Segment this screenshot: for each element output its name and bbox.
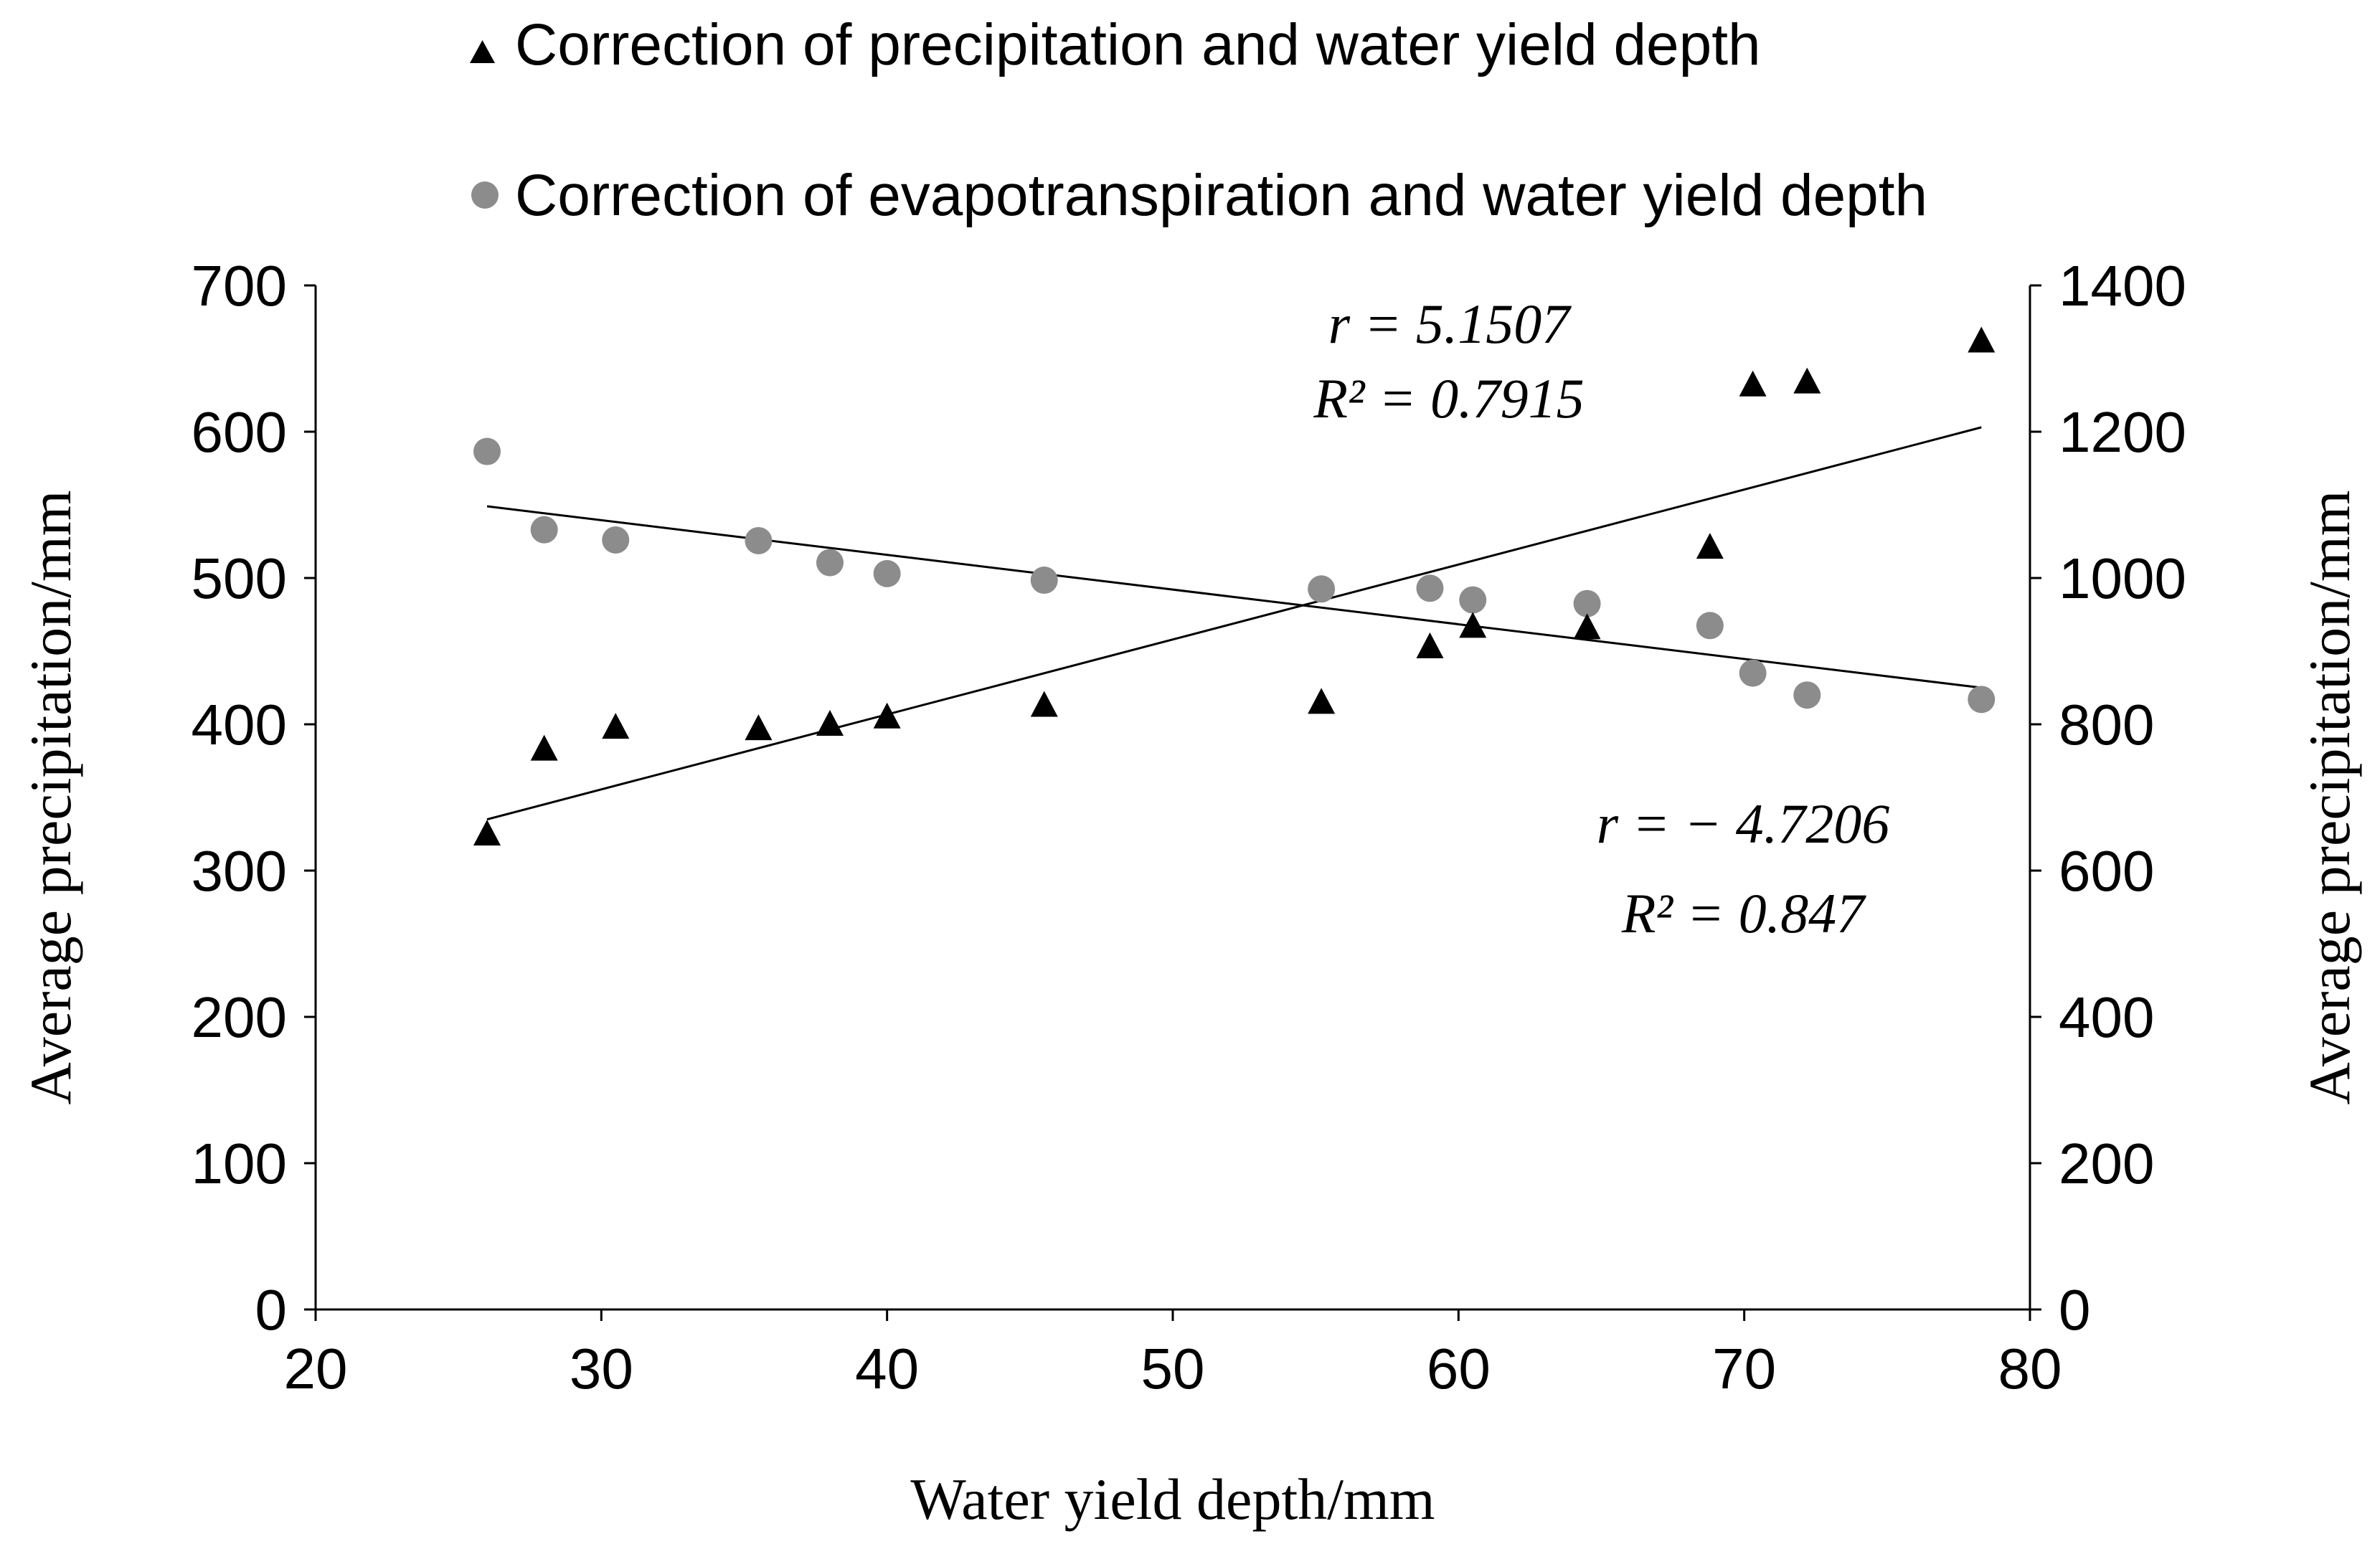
right-y-tick-label: 200 bbox=[2059, 1132, 2154, 1195]
x-tick-label: 30 bbox=[570, 1337, 633, 1401]
legend-label-evapotranspiration: Correction of evapotranspiration and wat… bbox=[515, 163, 1927, 228]
evapotranspiration-point bbox=[530, 516, 558, 544]
precipitation-point bbox=[1459, 612, 1487, 638]
series-evapotranspiration-points bbox=[473, 437, 1996, 714]
evapotranspiration-point bbox=[1459, 586, 1487, 614]
precipitation-point bbox=[602, 713, 630, 739]
evapotranspiration-point bbox=[873, 559, 901, 587]
right-y-tick-label: 1200 bbox=[2059, 400, 2186, 464]
evapotranspiration-point bbox=[745, 526, 773, 554]
precipitation-point bbox=[1696, 533, 1724, 559]
left-y-tick-label: 300 bbox=[192, 839, 287, 903]
evapotranspiration-point bbox=[1793, 681, 1821, 709]
annotation-precip-r: r = 5.1507 bbox=[1328, 293, 1572, 355]
annotation-evap-r2: R² = 0.847 bbox=[1621, 882, 1866, 944]
left-y-tick-label: 100 bbox=[192, 1132, 287, 1195]
precipitation-point bbox=[1968, 326, 1996, 353]
precipitation-point bbox=[1793, 367, 1821, 394]
annotation-precip-r2: R² = 0.7915 bbox=[1313, 367, 1584, 430]
trendline-evapotranspiration bbox=[486, 505, 1982, 689]
right-y-tick-label: 800 bbox=[2059, 693, 2154, 757]
left-y-tick-label: 400 bbox=[192, 693, 287, 757]
right-y-tick-label: 0 bbox=[2059, 1278, 2091, 1342]
legend-label-precipitation: Correction of precipitation and water yi… bbox=[515, 12, 1761, 77]
x-tick-label: 20 bbox=[284, 1337, 348, 1401]
x-tick-label: 40 bbox=[855, 1337, 919, 1401]
precipitation-point bbox=[816, 710, 844, 736]
right-y-tick-label: 1400 bbox=[2059, 254, 2186, 318]
precipitation-point bbox=[873, 702, 901, 729]
annotation-evap-r: r = − 4.7206 bbox=[1597, 792, 1890, 855]
evapotranspiration-point bbox=[816, 549, 844, 577]
legend-circle-marker bbox=[471, 181, 499, 209]
x-tick-label: 70 bbox=[1712, 1337, 1776, 1401]
evapotranspiration-point bbox=[1416, 574, 1444, 602]
evapotranspiration-point bbox=[1968, 686, 1996, 714]
right-y-tick-label: 1000 bbox=[2059, 546, 2186, 610]
right-y-tick-label: 400 bbox=[2059, 985, 2154, 1049]
precipitation-point bbox=[1416, 632, 1444, 658]
x-tick-label: 50 bbox=[1141, 1337, 1205, 1401]
evapotranspiration-point bbox=[1030, 567, 1058, 595]
precipitation-point bbox=[473, 820, 501, 845]
precipitation-point bbox=[1739, 370, 1767, 397]
x-tick-label: 60 bbox=[1427, 1337, 1491, 1401]
left-y-axis-ticks: 0 100 200 300 400 500 600 700 bbox=[192, 254, 316, 1342]
precipitation-point bbox=[1573, 613, 1601, 640]
evapotranspiration-point bbox=[1696, 612, 1724, 640]
evapotranspiration-point bbox=[1573, 589, 1601, 617]
left-y-tick-label: 600 bbox=[192, 400, 287, 464]
x-tick-label: 80 bbox=[1998, 1337, 2062, 1401]
right-y-axis-label: Average precipitation/mm bbox=[2297, 491, 2362, 1105]
left-y-tick-label: 700 bbox=[192, 254, 287, 318]
evapotranspiration-point bbox=[1739, 659, 1767, 687]
series-precipitation-points bbox=[473, 326, 1996, 845]
evapotranspiration-point bbox=[473, 437, 501, 465]
legend: Correction of precipitation and water yi… bbox=[470, 12, 1927, 228]
evapotranspiration-point bbox=[602, 526, 630, 554]
precipitation-point bbox=[745, 714, 773, 741]
precipitation-point bbox=[1030, 691, 1058, 717]
right-y-tick-label: 600 bbox=[2059, 839, 2154, 903]
evapotranspiration-point bbox=[1308, 575, 1336, 603]
x-axis-ticks: 20 30 40 50 60 70 80 bbox=[284, 1309, 2062, 1401]
left-y-tick-label: 500 bbox=[192, 546, 287, 610]
left-y-tick-label: 200 bbox=[192, 985, 287, 1049]
legend-triangle-marker bbox=[470, 40, 495, 63]
precipitation-point bbox=[1308, 688, 1336, 714]
trendline-precipitation bbox=[486, 426, 1982, 821]
x-axis-label: Water yield depth/mm bbox=[910, 1467, 1435, 1532]
right-y-axis-ticks: 0 200 400 600 800 1000 1200 1400 bbox=[2030, 254, 2186, 1342]
precipitation-point bbox=[530, 734, 558, 761]
left-y-axis-label: Average precipitation/mm bbox=[18, 491, 83, 1105]
left-y-tick-label: 0 bbox=[255, 1278, 288, 1342]
